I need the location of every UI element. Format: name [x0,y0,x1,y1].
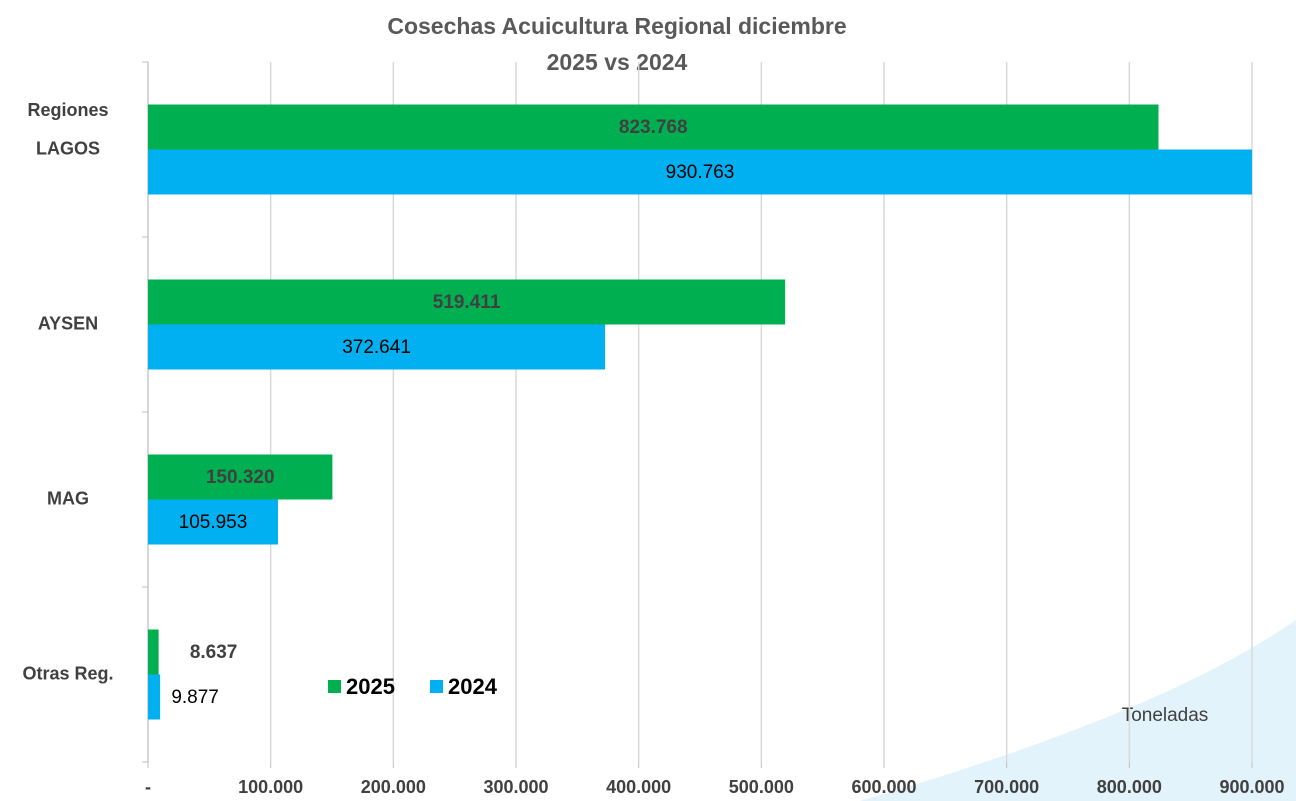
x-tick-label: 300.000 [483,777,548,797]
y-tick-label: AYSEN [38,313,98,333]
data-label: 9.877 [171,687,219,708]
legend-swatch [328,680,341,693]
y-tick-label: LAGOS [36,138,100,158]
data-label: 519.411 [433,292,501,313]
legend-label: 2024 [448,674,498,699]
bar [148,104,1159,150]
x-tick-label: 200.000 [361,777,426,797]
data-label: 105.953 [179,512,248,533]
unit-annotation: Toneladas [1122,705,1209,726]
legend-swatch [430,680,443,693]
data-label: 823.768 [619,117,688,138]
y-tick-label: Otras Reg. [22,663,113,683]
bar [148,454,333,500]
bar [148,149,1252,195]
background-swoosh [860,620,1296,801]
bar [148,629,159,675]
x-tick-label: 400.000 [606,777,671,797]
data-label: 150.320 [206,467,275,488]
x-tick-label: - [145,777,151,797]
x-tick-label: 600.000 [851,777,916,797]
x-tick-label: 100.000 [238,777,303,797]
bar [148,279,786,325]
bar [148,674,161,720]
y-tick-label: MAG [47,488,89,508]
legend-label: 2025 [346,674,395,699]
data-label: 372.641 [342,337,411,358]
x-tick-label: 900.000 [1219,777,1284,797]
bar [148,499,278,545]
x-tick-label: 700.000 [974,777,1039,797]
x-tick-label: 500.000 [729,777,794,797]
plot-area [148,104,1252,720]
data-label: 8.637 [190,642,238,663]
x-tick-label: 800.000 [1097,777,1162,797]
data-label: 930.763 [666,162,735,183]
chart-title: Cosechas Acuicultura Regional diciembre [387,13,846,39]
chart-subtitle: 2025 vs 2024 [547,49,688,75]
y-axis-label: Regiones [27,100,108,120]
bar [148,324,606,370]
